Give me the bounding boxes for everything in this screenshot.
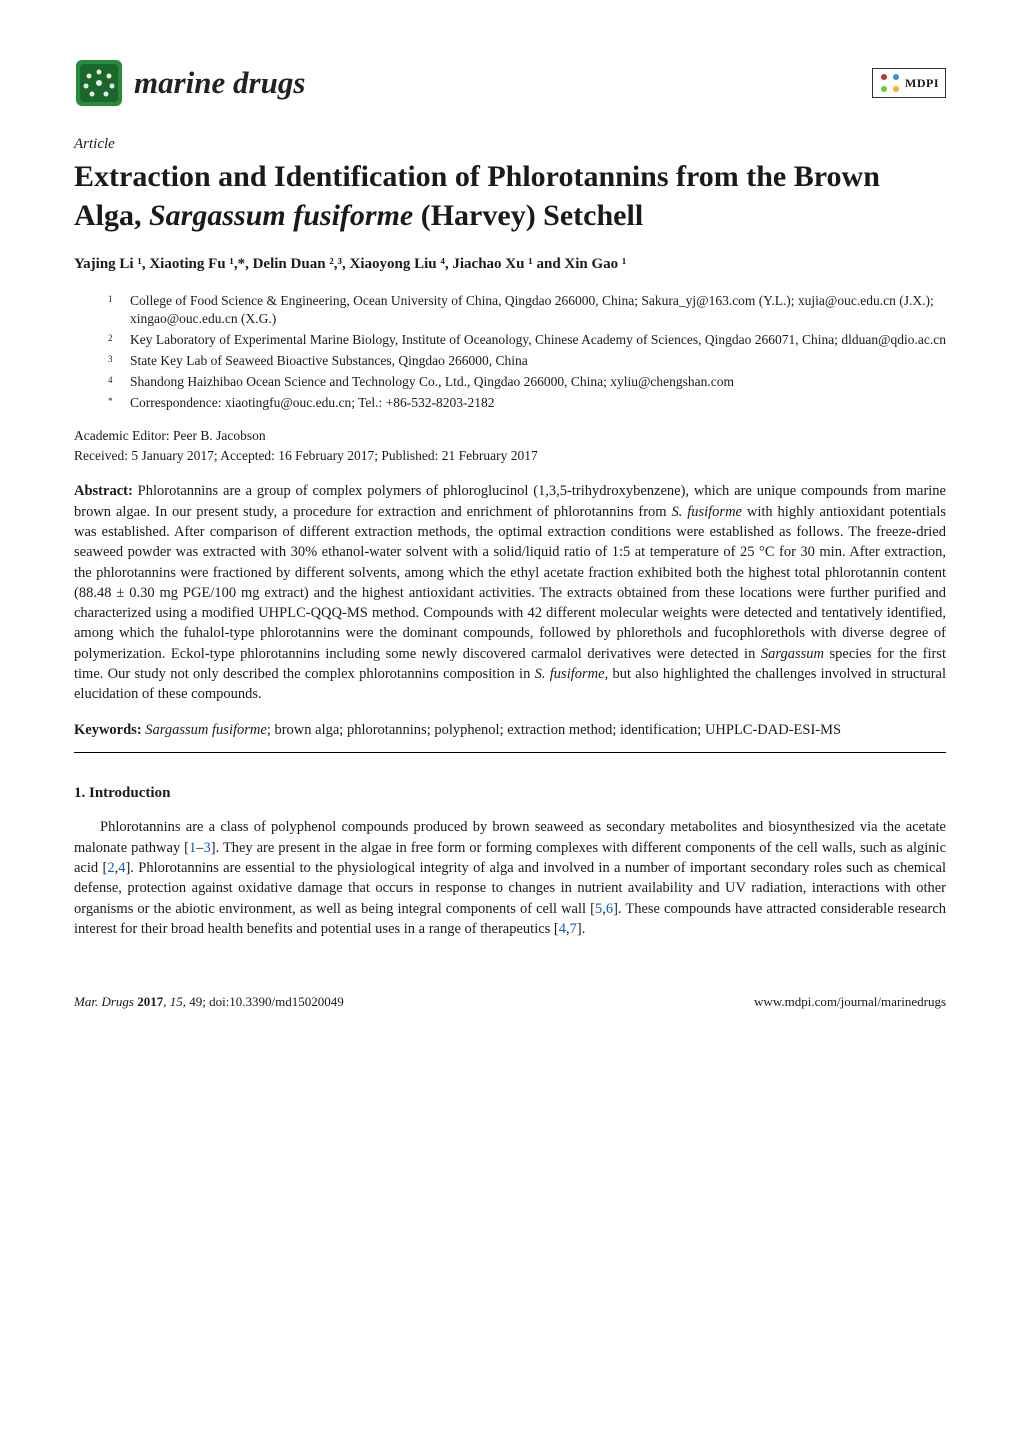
keywords-species: Sargassum fusiforme [142, 722, 267, 738]
citation-link[interactable]: 2 [107, 860, 114, 876]
affil-num: 2 [108, 331, 130, 350]
affil-text: Correspondence: xiaotingfu@ouc.edu.cn; T… [130, 394, 946, 413]
footer-journal: Mar. Drugs [74, 994, 134, 1009]
citation-link[interactable]: 7 [570, 921, 577, 937]
journal-icon [74, 58, 124, 108]
publisher-abbr: MDPI [905, 75, 939, 91]
affiliation: *Correspondence: xiaotingfu@ouc.edu.cn; … [108, 394, 946, 413]
intro-paragraph: Phlorotannins are a class of polyphenol … [74, 817, 946, 939]
citation-link[interactable]: 6 [606, 901, 613, 917]
affil-num: 1 [108, 292, 130, 330]
affil-num: 3 [108, 352, 130, 371]
affiliation: 4Shandong Haizhibao Ocean Science and Te… [108, 373, 946, 392]
abstract-species: Sargassum [761, 646, 824, 662]
journal-logo: marine drugs [74, 58, 305, 108]
journal-name: marine drugs [134, 62, 305, 104]
footer-year: 2017 [137, 994, 163, 1009]
article-type: Article [74, 134, 946, 154]
affil-num: 4 [108, 373, 130, 392]
title-post: (Harvey) Setchell [413, 199, 643, 232]
abstract-label: Abstract: [74, 483, 133, 499]
footer-doi: , 49; doi:10.3390/md15020049 [183, 994, 344, 1009]
keywords: Keywords: Sargassum fusiforme; brown alg… [74, 721, 946, 741]
section-divider [74, 752, 946, 753]
body-text: ]. [577, 921, 585, 937]
citation-link[interactable]: 4 [559, 921, 566, 937]
abstract-text: with highly antioxidant potentials was e… [74, 504, 946, 662]
academic-editor: Academic Editor: Peer B. Jacobson [74, 427, 946, 445]
publisher-logo: MDPI [872, 68, 946, 98]
keywords-label: Keywords: [74, 722, 142, 738]
affil-text: State Key Lab of Seaweed Bioactive Subst… [130, 352, 946, 371]
title-species: Sargassum fusiforme [149, 199, 413, 232]
abstract-species: S. fusiforme [535, 666, 605, 682]
affiliation: 3State Key Lab of Seaweed Bioactive Subs… [108, 352, 946, 371]
section-heading: 1. Introduction [74, 783, 946, 803]
keywords-rest: ; brown alga; phlorotannins; polyphenol;… [267, 722, 841, 738]
footer-citation: Mar. Drugs 2017, 15, 49; doi:10.3390/md1… [74, 993, 344, 1011]
footer-url[interactable]: www.mdpi.com/journal/marinedrugs [754, 993, 946, 1011]
affil-text: Shandong Haizhibao Ocean Science and Tec… [130, 373, 946, 392]
mdpi-icon [879, 72, 901, 94]
affil-num: * [108, 394, 130, 413]
article-title: Extraction and Identification of Phlorot… [74, 158, 946, 235]
affil-text: Key Laboratory of Experimental Marine Bi… [130, 331, 946, 350]
page-footer: Mar. Drugs 2017, 15, 49; doi:10.3390/md1… [74, 993, 946, 1011]
authors-line: Yajing Li ¹, Xiaoting Fu ¹,*, Delin Duan… [74, 253, 946, 276]
footer-vol: 15 [170, 994, 183, 1009]
affiliations-block: 1College of Food Science & Engineering, … [108, 292, 946, 413]
abstract-species: S. fusiforme [671, 504, 742, 520]
citation-link[interactable]: 3 [203, 840, 210, 856]
affiliation: 1College of Food Science & Engineering, … [108, 292, 946, 330]
article-dates: Received: 5 January 2017; Accepted: 16 F… [74, 447, 946, 465]
page-header: marine drugs MDPI [74, 58, 946, 108]
affil-text: College of Food Science & Engineering, O… [130, 292, 946, 330]
abstract: Abstract: Phlorotannins are a group of c… [74, 481, 946, 704]
affiliation: 2Key Laboratory of Experimental Marine B… [108, 331, 946, 350]
